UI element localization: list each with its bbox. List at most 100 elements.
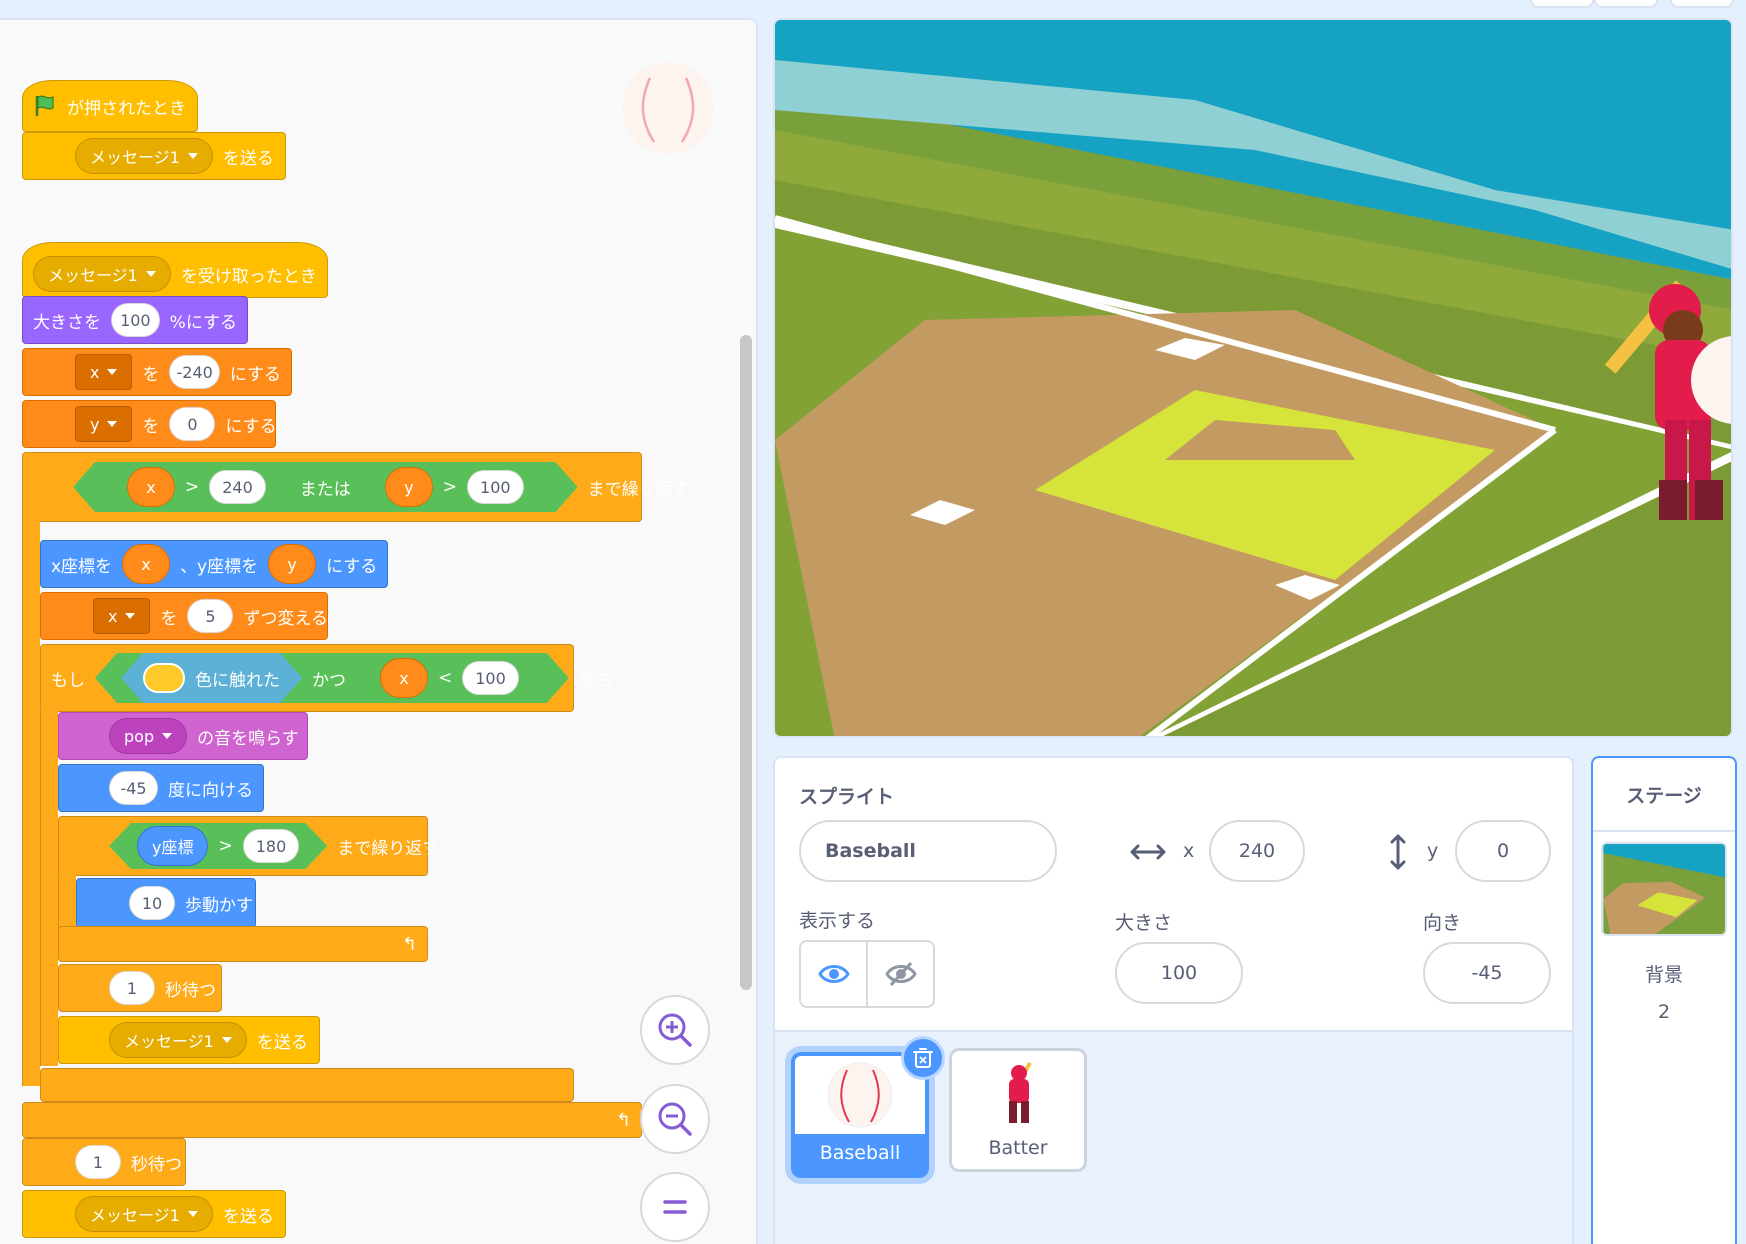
value-input[interactable]: 240	[209, 470, 266, 504]
show-toggle-group	[799, 940, 935, 1008]
play-sound-block[interactable]: pop の音を鳴らす	[58, 712, 308, 760]
zoom-reset-button[interactable]	[640, 1172, 710, 1242]
gt-operator[interactable]: x > 240	[103, 462, 290, 512]
block-label: 大きさを	[33, 312, 101, 333]
value-input[interactable]: -240	[169, 355, 220, 389]
variable-dropdown[interactable]: x	[75, 354, 133, 390]
repeat-until-block[interactable]: x > 240 または y > 100 まで繰り返す	[22, 452, 690, 522]
stage[interactable]	[773, 18, 1733, 738]
sprite-info-panel: スプライト Baseball x 240 y 0 表示する 大きさ 100 向き…	[773, 756, 1574, 1244]
seconds-input[interactable]: 1	[75, 1145, 121, 1179]
message-dropdown[interactable]: メッセージ1	[75, 1196, 213, 1232]
when-flag-clicked-block[interactable]: が押されたとき	[22, 80, 198, 132]
variable-dropdown[interactable]: y	[75, 406, 133, 442]
direction-input[interactable]: -45	[109, 771, 158, 805]
message-dropdown[interactable]: メッセージ1	[33, 256, 171, 292]
hat-label: が押されたとき	[67, 98, 186, 119]
move-steps-block[interactable]: 10 歩動かす	[76, 878, 256, 928]
variable-dropdown[interactable]: x	[93, 598, 151, 634]
size-input[interactable]: 100	[111, 303, 160, 337]
x-reporter[interactable]: x	[380, 658, 428, 698]
top-button-1[interactable]	[1530, 0, 1594, 8]
gt-operator[interactable]: y > 100	[361, 462, 548, 512]
change-var-block[interactable]: x を 5 ずつ変える	[40, 592, 328, 640]
value-input[interactable]: 180	[243, 829, 300, 863]
batter-icon	[1009, 1061, 1032, 1123]
chevron-down-icon	[162, 733, 173, 739]
color-swatch[interactable]	[143, 663, 185, 693]
top-button-2[interactable]	[1594, 0, 1658, 8]
x-reporter[interactable]: x	[127, 467, 175, 507]
broadcast-block[interactable]: メッセージ1 を送る	[58, 1016, 320, 1064]
operator-label: かつ	[312, 670, 346, 691]
steps-input[interactable]: 10	[129, 886, 175, 920]
value-input[interactable]: 0	[169, 407, 216, 441]
value-input[interactable]: 100	[462, 661, 519, 695]
x-position-input[interactable]: 240	[1209, 820, 1305, 882]
hide-button[interactable]	[868, 942, 933, 1006]
wait-block[interactable]: 1 秒待つ	[22, 1138, 186, 1186]
zoom-in-button[interactable]	[640, 995, 710, 1065]
block-label: ずつ変える	[243, 608, 328, 629]
touching-color-sensor[interactable]: 色に触れた	[121, 653, 302, 703]
value-input[interactable]: 5	[187, 599, 234, 633]
set-y-var-block[interactable]: y を 0 にする	[22, 400, 277, 448]
go-to-xy-block[interactable]: x座標を x 、y座標を y にする	[40, 540, 388, 588]
seconds-input[interactable]: 1	[109, 971, 155, 1005]
backdrop-thumbnail[interactable]	[1601, 842, 1727, 936]
sprite-name-input[interactable]: Baseball	[799, 820, 1057, 882]
or-operator[interactable]: x > 240 または y > 100	[73, 462, 578, 512]
vertical-scrollbar[interactable]	[740, 335, 752, 990]
broadcast-block[interactable]: メッセージ1 を送る	[22, 132, 286, 180]
show-button[interactable]	[801, 942, 868, 1006]
sprite-tile-baseball[interactable]: Baseball	[791, 1036, 945, 1178]
set-x-var-block[interactable]: x を -240 にする	[22, 348, 292, 396]
operator-symbol: >	[442, 477, 458, 497]
x-reporter[interactable]: x	[122, 544, 171, 584]
variable-dropdown-label: x	[90, 362, 100, 382]
zoom-in-icon	[658, 1013, 692, 1047]
direction-input[interactable]: -45	[1423, 942, 1551, 1004]
y-label: y	[1427, 840, 1439, 862]
size-input[interactable]: 100	[1115, 942, 1243, 1004]
variable-dropdown-label: y	[90, 414, 100, 434]
if-block[interactable]: もし 色に触れた かつ x < 100 なら	[40, 644, 613, 712]
message-dropdown-label: メッセージ1	[90, 1206, 180, 1225]
block-label: 歩動かす	[185, 895, 253, 916]
chevron-down-icon	[221, 1037, 232, 1043]
stage-selector-panel[interactable]: ステージ 背景 2	[1591, 756, 1737, 1244]
backdrop-label: 背景	[1644, 964, 1683, 986]
y-reporter[interactable]: y	[385, 467, 433, 507]
y-reporter[interactable]: y	[268, 544, 317, 584]
receive-label: を受け取ったとき	[180, 266, 317, 287]
trash-icon	[913, 1048, 933, 1068]
message-dropdown[interactable]: メッセージ1	[75, 138, 213, 174]
sound-dropdown[interactable]: pop	[109, 718, 188, 754]
y-position-input[interactable]: 0	[1455, 820, 1551, 882]
sprite-tile-label: Batter	[988, 1137, 1048, 1159]
lt-operator[interactable]: x < 100	[356, 653, 543, 703]
y-position-reporter[interactable]: y座標	[137, 826, 208, 866]
wait-block[interactable]: 1 秒待つ	[58, 964, 222, 1012]
zoom-out-button[interactable]	[640, 1084, 710, 1154]
repeat-until-block-inner[interactable]: y座標 > 180 まで繰り返す	[58, 816, 439, 876]
value-input[interactable]: 100	[467, 470, 524, 504]
set-size-block[interactable]: 大きさを 100 %にする	[22, 296, 248, 344]
broadcast-block[interactable]: メッセージ1 を送る	[22, 1190, 286, 1238]
sprite-tile-batter[interactable]: Batter	[949, 1048, 1087, 1172]
block-label: にする	[229, 364, 281, 385]
operator-symbol: <	[438, 668, 453, 688]
chevron-down-icon	[187, 153, 198, 159]
message-dropdown[interactable]: メッセージ1	[109, 1022, 247, 1058]
stage-title: ステージ	[1593, 758, 1735, 832]
code-area[interactable]: が押されたとき メッセージ1 を送る メッセージ1 を受け取ったとき 大きさを …	[0, 18, 758, 1244]
and-operator[interactable]: 色に触れた かつ x < 100	[95, 653, 569, 703]
top-button-3[interactable]	[1670, 0, 1734, 8]
vertical-arrows-icon	[1390, 834, 1406, 870]
point-direction-block[interactable]: -45 度に向ける	[58, 764, 264, 812]
sprite-list: Baseball Batter	[775, 1030, 1572, 1244]
delete-sprite-button[interactable]	[901, 1036, 945, 1080]
when-receive-block[interactable]: メッセージ1 を受け取ったとき	[22, 242, 328, 298]
message-dropdown-label: メッセージ1	[90, 148, 180, 167]
gt-operator[interactable]: y座標 > 180	[109, 823, 327, 869]
